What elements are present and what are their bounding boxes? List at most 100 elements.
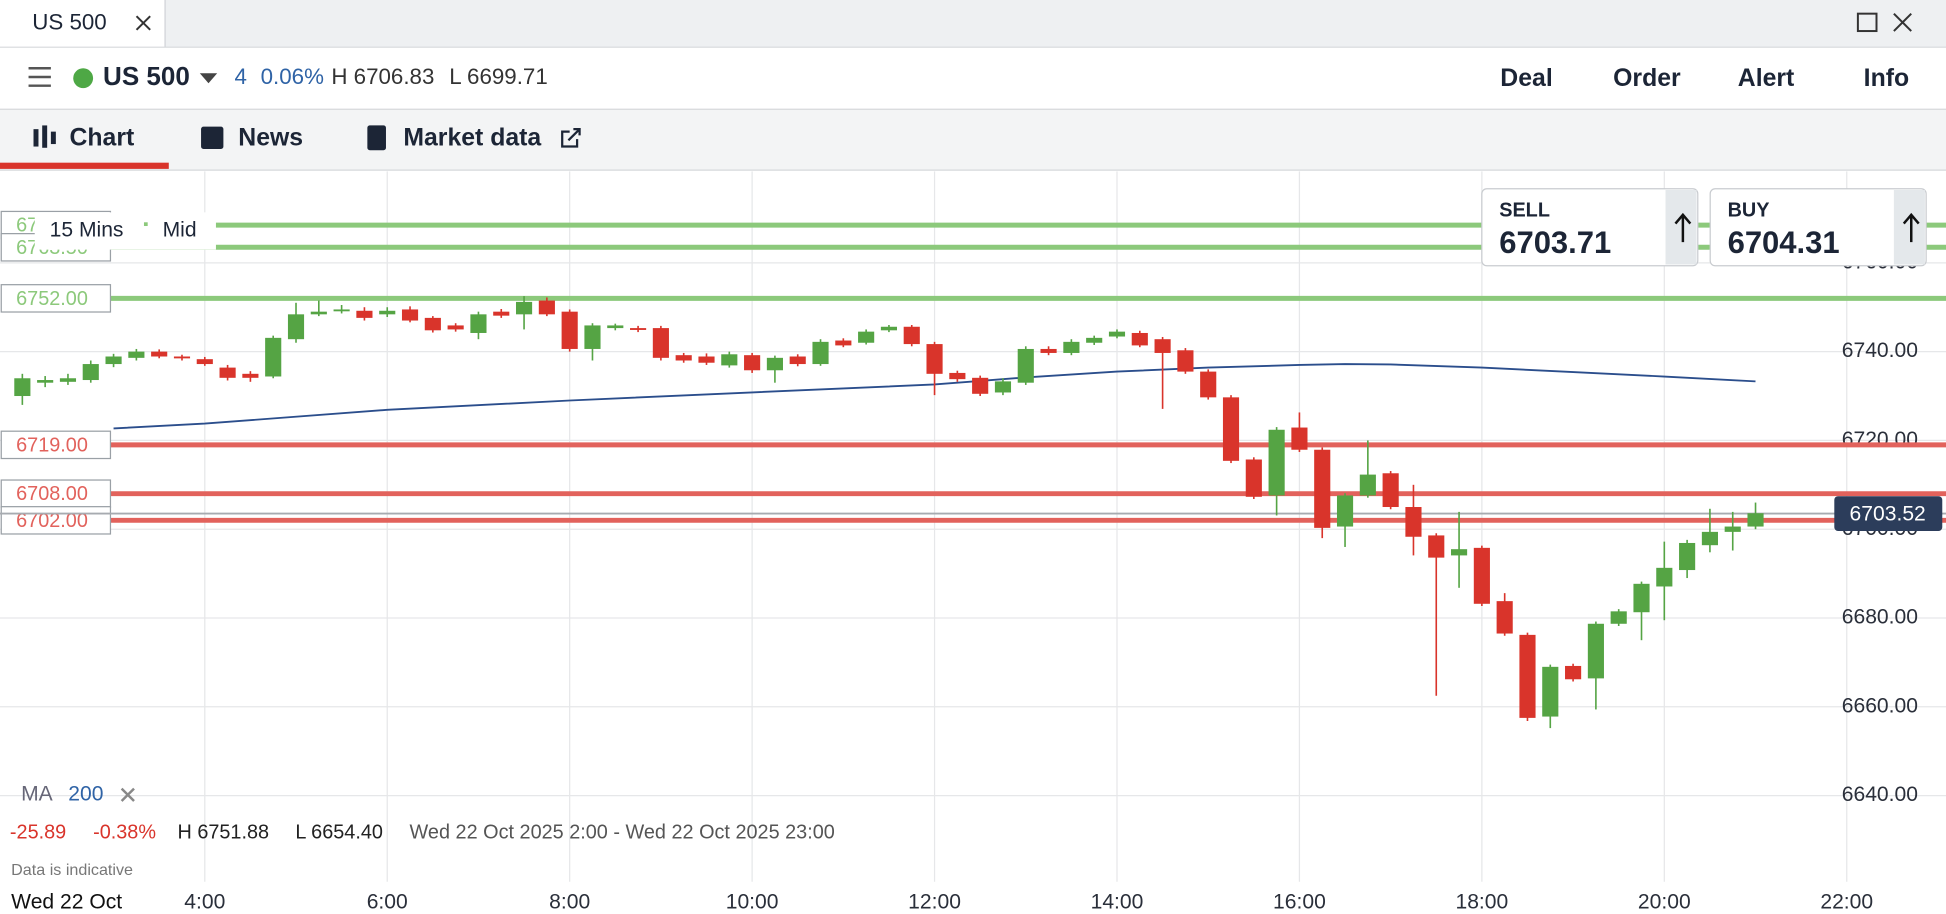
x-tick-label: 10:00 (726, 890, 779, 913)
candle-body (789, 356, 806, 365)
sell-button[interactable] (1481, 188, 1699, 267)
candle-body (196, 359, 213, 365)
tab-strip (0, 0, 1946, 48)
buy-button[interactable] (1709, 188, 1927, 267)
candle-body (265, 337, 282, 377)
candle-body (858, 331, 875, 343)
price-type-button[interactable]: Mid (163, 219, 197, 242)
candle-body (105, 356, 122, 365)
chart-icon (33, 125, 56, 148)
close-button[interactable] (1893, 12, 1912, 32)
chart-area: 4:00 6:00 8:00 10:00 12:00 14:00 16:00 18:00 20:… (0, 171, 1946, 913)
ma-period: 200 (68, 782, 103, 805)
candle-body (1565, 665, 1582, 680)
level-label: 6752.00 (16, 288, 88, 310)
ma-label: MA (21, 782, 54, 805)
day-low: L 6699.71 (449, 64, 547, 89)
nav-market-data[interactable]: Market data (403, 125, 541, 152)
y-tick-label: 6720.00 (1842, 428, 1918, 451)
candle-body (447, 325, 464, 330)
candle-body (59, 378, 77, 382)
info-button[interactable]: Info (1864, 65, 1909, 92)
candle-body (401, 309, 419, 321)
instrument-dropdown[interactable] (199, 73, 218, 84)
candle-body (14, 378, 31, 397)
candle-body (470, 314, 487, 333)
nav-chart[interactable]: Chart (70, 125, 135, 152)
period-change: -25.89 (10, 822, 66, 844)
instrument-name[interactable]: US 500 (103, 61, 190, 91)
tab[interactable] (0, 0, 166, 48)
candle-body (561, 311, 578, 349)
external-link-icon (561, 128, 581, 148)
candle-body (356, 310, 373, 318)
candle-body (37, 380, 54, 383)
candle-body (835, 340, 852, 346)
x-tick-label: 12:00 (908, 890, 961, 913)
candle-body (1131, 332, 1148, 346)
sell-arrow (1674, 212, 1692, 243)
candle-body (1496, 601, 1513, 634)
x-tick-label: 16:00 (1273, 890, 1326, 913)
candle-body (1017, 348, 1034, 383)
order-button[interactable]: Order (1613, 65, 1681, 92)
y-tick-label: 6680.00 (1842, 606, 1918, 629)
candle-body (1314, 449, 1331, 528)
candle-body (515, 301, 533, 315)
date-label: Wed 22 Oct (11, 890, 122, 913)
y-tick-label: 6740.00 (1842, 339, 1918, 362)
overlay: 15 Mins Mid SELL 6703.71 BUY 6704.31 (34, 188, 1927, 267)
candle-body (173, 356, 191, 359)
separator (143, 222, 148, 227)
candle-body (538, 300, 555, 315)
nav-news[interactable]: News (238, 125, 303, 152)
candle-body (1679, 542, 1696, 571)
day-high: H 6706.83 (331, 64, 434, 89)
y-tick-label: 6640.00 (1842, 783, 1918, 806)
alert-button[interactable]: Alert (1738, 65, 1795, 92)
candle-body (1747, 513, 1764, 527)
candle-body (1542, 666, 1559, 717)
x-tick-label: 20:00 (1638, 890, 1691, 913)
candle-body (128, 351, 145, 358)
candle-body (744, 355, 761, 371)
deal-button[interactable]: Deal (1500, 65, 1552, 92)
candle-body (1200, 371, 1217, 398)
period-change-pct: -0.38% (93, 822, 156, 844)
active-tab-indicator (0, 162, 169, 169)
candle-body (1063, 341, 1080, 353)
market-data-icon (367, 125, 386, 151)
interval-button[interactable]: 15 Mins (50, 219, 124, 242)
candle-body (82, 364, 99, 381)
candle-body (310, 311, 327, 315)
level-label-box (0, 284, 112, 313)
tab-title: US 500 (32, 9, 106, 34)
candle-body (333, 309, 350, 312)
toolbar (34, 212, 216, 250)
candle-body (1724, 526, 1741, 532)
candle-body (1268, 429, 1285, 496)
market-status (73, 68, 94, 89)
candle-body (880, 326, 898, 331)
x-tick-label: 14:00 (1091, 890, 1144, 913)
candle-body (630, 328, 647, 330)
menu-button[interactable] (28, 67, 51, 87)
candle-body (1610, 611, 1627, 624)
last-price-tag (1834, 496, 1943, 531)
maximize-button[interactable] (1856, 12, 1878, 33)
candle-body (1291, 427, 1308, 450)
x-tick-label: 18:00 (1455, 890, 1508, 913)
buy-arrow-area (1893, 190, 1925, 265)
candle-body (812, 341, 829, 365)
candle-body (1359, 474, 1376, 496)
candle-body (1473, 547, 1490, 604)
tab-close[interactable] (135, 15, 151, 31)
candle-body (1587, 623, 1604, 679)
sell-label: SELL (1499, 199, 1550, 221)
candle-body (219, 367, 236, 378)
candle-body (287, 314, 305, 340)
candle-body (1086, 337, 1103, 343)
remove-ma[interactable] (120, 787, 135, 802)
sell-arrow-area (1665, 190, 1697, 265)
